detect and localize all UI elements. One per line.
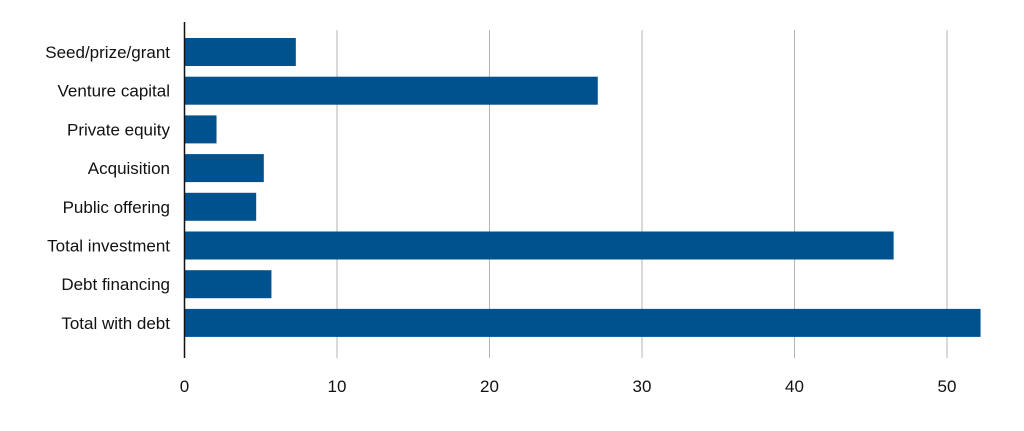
bar — [184, 308, 981, 337]
y-category-label: Venture capital — [58, 82, 170, 101]
x-tick-label: 20 — [480, 377, 499, 396]
x-tick-label: 30 — [633, 377, 652, 396]
y-category-label: Private equity — [67, 120, 170, 139]
bar — [184, 115, 217, 144]
y-category-label: Debt financing — [61, 275, 170, 294]
bar — [184, 38, 296, 66]
y-category-label: Acquisition — [88, 159, 170, 178]
y-category-label: Total with debt — [61, 314, 170, 333]
bar — [184, 270, 272, 299]
bar — [184, 192, 257, 221]
y-category-label: Total investment — [47, 237, 170, 256]
bar — [184, 76, 598, 105]
y-category-label: Public offering — [63, 198, 170, 217]
x-tick-label: 0 — [180, 377, 189, 396]
y-category-label: Seed/prize/grant — [45, 43, 170, 62]
bar — [184, 231, 894, 260]
x-tick-label: 50 — [938, 377, 957, 396]
x-tick-label: 10 — [328, 377, 347, 396]
bar — [184, 154, 264, 183]
x-tick-label: 40 — [785, 377, 804, 396]
